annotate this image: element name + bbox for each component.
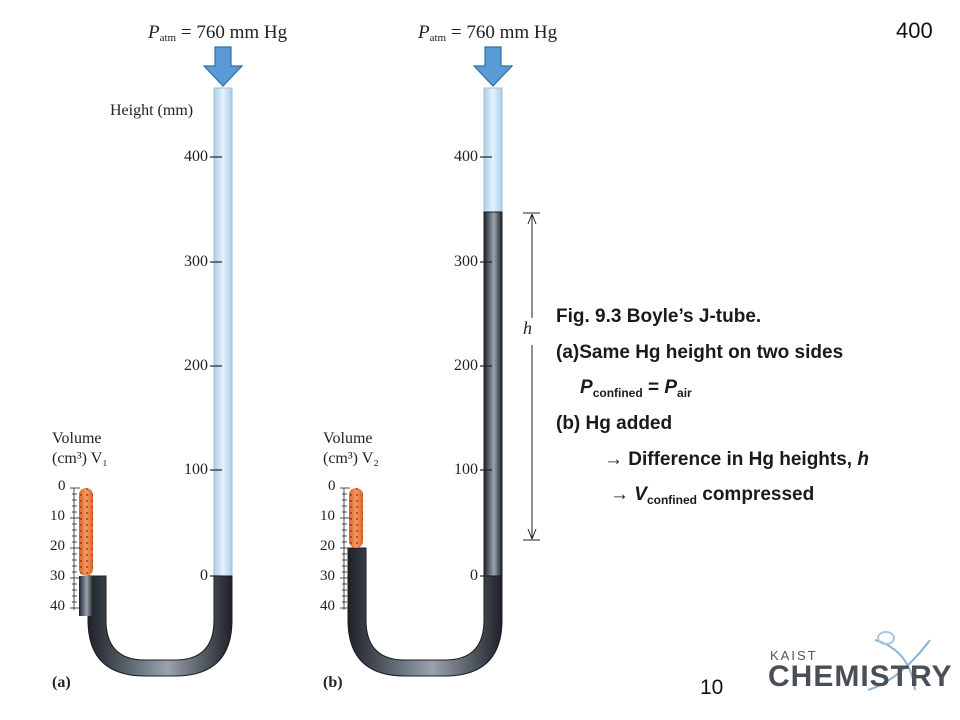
panel-a-height-tick: 100 [184, 461, 208, 478]
panel-b-height-tick: 400 [454, 148, 478, 165]
panel-b-air-column [483, 87, 503, 213]
caption-line-a: (a)Same Hg height on two sides [556, 342, 844, 363]
logo-kaist-text: KAIST [770, 648, 818, 663]
panel-b-volume-tick: 10 [320, 508, 335, 524]
panel-a-height-tick: 0 [200, 567, 208, 584]
slide-number-top: 400 [896, 18, 933, 43]
panel-a-height-tick: 400 [184, 148, 208, 165]
caption-line-b: (b) Hg added [556, 413, 673, 434]
panel-b-tube [347, 87, 503, 677]
panel-a-air-column [213, 87, 233, 577]
panel-b-volume-tick: 40 [320, 598, 335, 614]
panel-b-height-tick: 200 [454, 357, 478, 374]
panel-a-height-axis-title: Height (mm) [110, 102, 194, 119]
panel-b-height-tick: 100 [454, 461, 478, 478]
panel-a-volume-tick: 0 [58, 478, 66, 494]
panel-a-volume-title-line1: Volume [52, 430, 102, 447]
arrow-right-icon: → [610, 484, 629, 505]
panel-a-tag: (a) [52, 674, 71, 691]
panel-a-volume-tick: 20 [50, 538, 65, 554]
caption-line-compressed: → Vconfined compressed [610, 484, 815, 507]
panel-b-volume-tick: 0 [328, 478, 336, 494]
height-difference-label: h [523, 318, 532, 338]
panel-a-height-tick: 300 [184, 253, 208, 270]
panel-a-volume-title-line2: (cm³) V₁ [52, 450, 108, 467]
height-difference-dimension [523, 212, 540, 541]
panel-a-volume-tick: 30 [50, 568, 65, 584]
panel-a-mercury [87, 575, 233, 677]
kaist-chemistry-logo-graphic [867, 631, 931, 691]
panel-b-volume-scale [340, 487, 350, 610]
caption-line-height-difference: → Difference in Hg heights, h [604, 449, 869, 470]
panel-b-pressure-arrow [472, 46, 514, 87]
panel-b-tag: (b) [323, 674, 343, 691]
panel-b-volume-title-line1: Volume [323, 430, 373, 447]
panel-b-height-tick: 300 [454, 253, 478, 270]
panel-a-volume-tick: 10 [50, 508, 65, 524]
panel-a-pressure-label: Patm = 760 mm Hg [148, 22, 288, 44]
panel-a-pressure-arrow [202, 46, 244, 87]
panel-a-volume-tick: 40 [50, 598, 65, 614]
slide-number-bottom: 10 [700, 676, 724, 699]
panel-b-mercury [347, 547, 503, 677]
logo-chemistry-text: CHEMISTRY [768, 660, 953, 693]
panel-b-volume-tick: 20 [320, 538, 335, 554]
panel-a-volume-scale [70, 487, 80, 610]
panel-b-height-axis [480, 156, 492, 577]
panel-a-height-axis [210, 156, 222, 577]
caption-line-pressure-equality: Pconfined = Pair [580, 377, 692, 400]
panel-a-height-tick: 200 [184, 357, 208, 374]
panel-a-tube [79, 87, 233, 677]
panel-b-mercury-column [483, 211, 503, 577]
panel-b-height-tick: 0 [470, 567, 478, 584]
panel-b-pressure-label: Patm = 760 mm Hg [418, 22, 558, 44]
panel-b-volume-tick: 30 [320, 568, 335, 584]
arrow-right-icon: → [604, 449, 623, 470]
panel-b-volume-title-line2: (cm³) V₂ [323, 450, 379, 467]
caption-title: Fig. 9.3 Boyle’s J-tube. [556, 306, 762, 327]
